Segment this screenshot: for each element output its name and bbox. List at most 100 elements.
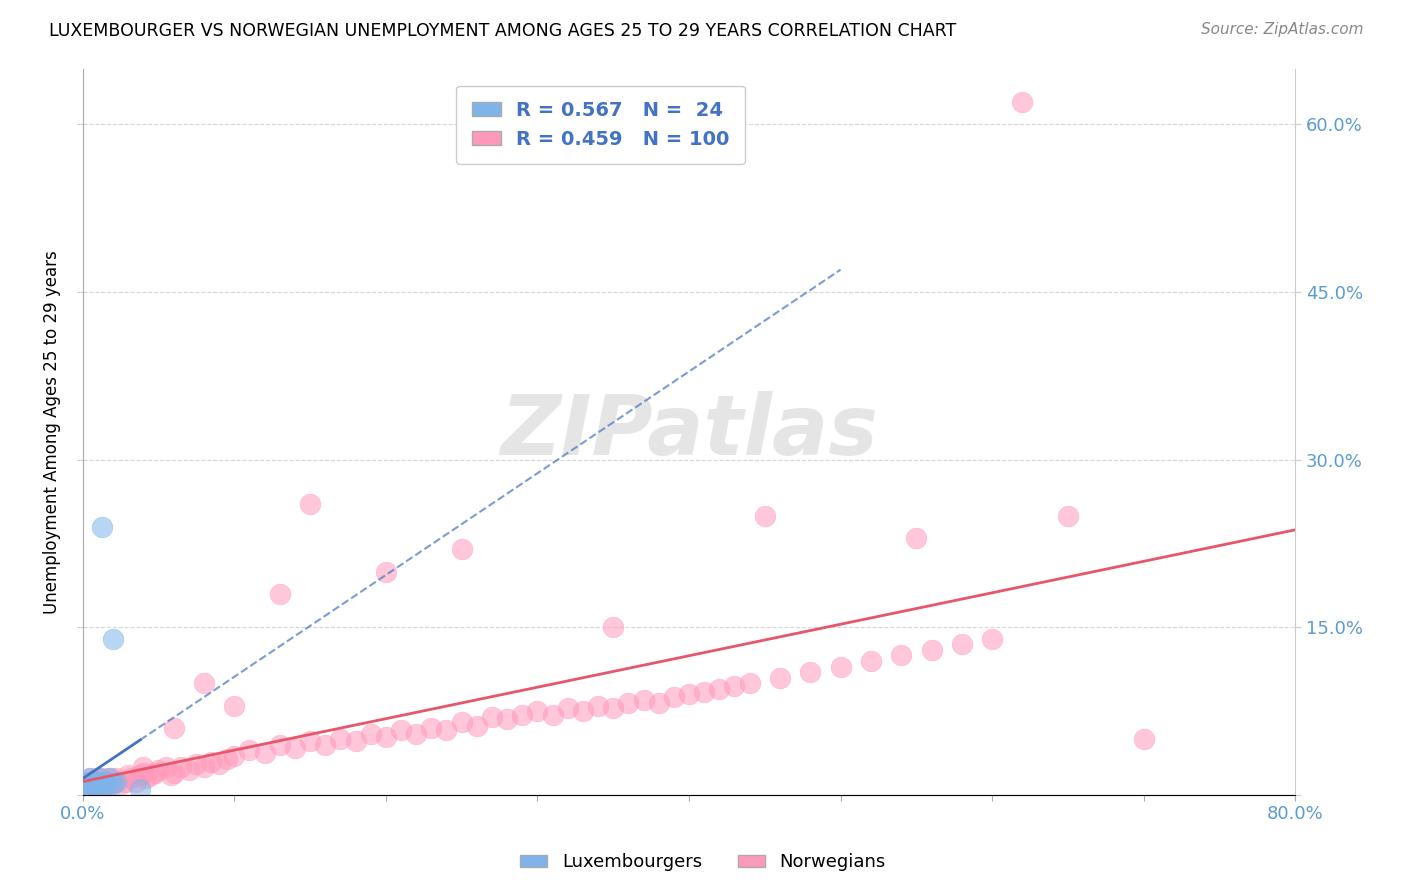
Point xyxy=(208,756,231,771)
Point xyxy=(329,732,352,747)
Point xyxy=(723,679,745,693)
Point xyxy=(186,756,208,771)
Point xyxy=(120,772,142,786)
Point xyxy=(129,782,152,797)
Point xyxy=(162,765,184,780)
Point xyxy=(450,542,472,557)
Point xyxy=(125,774,148,789)
Point xyxy=(84,779,107,793)
Point xyxy=(93,779,115,793)
Point xyxy=(155,760,177,774)
Point xyxy=(450,715,472,730)
Point xyxy=(420,721,443,735)
Point xyxy=(132,760,155,774)
Point xyxy=(73,782,96,797)
Text: Source: ZipAtlas.com: Source: ZipAtlas.com xyxy=(1201,22,1364,37)
Point xyxy=(100,777,122,791)
Point xyxy=(754,508,776,523)
Point xyxy=(510,707,533,722)
Point xyxy=(91,779,114,793)
Point xyxy=(129,768,152,782)
Point xyxy=(98,772,121,786)
Point xyxy=(87,774,110,789)
Point xyxy=(80,777,103,791)
Point xyxy=(87,772,110,786)
Point xyxy=(96,774,118,789)
Point xyxy=(238,743,260,757)
Point xyxy=(132,765,155,780)
Point xyxy=(110,777,132,791)
Point xyxy=(87,779,110,793)
Point xyxy=(76,774,98,789)
Point xyxy=(215,752,238,766)
Point xyxy=(709,681,731,696)
Point xyxy=(224,748,246,763)
Text: LUXEMBOURGER VS NORWEGIAN UNEMPLOYMENT AMONG AGES 25 TO 29 YEARS CORRELATION CHA: LUXEMBOURGER VS NORWEGIAN UNEMPLOYMENT A… xyxy=(49,22,956,40)
Point xyxy=(526,704,548,718)
Point xyxy=(436,723,458,738)
Point xyxy=(1057,508,1080,523)
Point xyxy=(148,764,170,778)
Text: ZIPatlas: ZIPatlas xyxy=(501,392,877,472)
Point xyxy=(135,772,157,786)
Point xyxy=(633,693,655,707)
Point xyxy=(101,632,124,646)
Y-axis label: Unemployment Among Ages 25 to 29 years: Unemployment Among Ages 25 to 29 years xyxy=(44,250,60,614)
Point xyxy=(76,779,98,793)
Point xyxy=(93,772,115,786)
Legend: Luxembourgers, Norwegians: Luxembourgers, Norwegians xyxy=(513,847,893,879)
Point xyxy=(159,768,181,782)
Point xyxy=(170,760,193,774)
Point xyxy=(253,746,276,760)
Point xyxy=(90,777,112,791)
Point xyxy=(101,777,124,791)
Point xyxy=(79,777,101,791)
Point xyxy=(101,774,124,789)
Point xyxy=(1011,95,1033,109)
Point xyxy=(79,779,101,793)
Point xyxy=(96,777,118,791)
Point xyxy=(602,701,624,715)
Point xyxy=(905,531,928,545)
Point xyxy=(139,768,162,782)
Point xyxy=(465,719,488,733)
Point xyxy=(374,730,396,744)
Point xyxy=(799,665,821,679)
Point xyxy=(90,777,112,791)
Point xyxy=(572,704,595,718)
Point xyxy=(269,738,291,752)
Point xyxy=(114,774,136,789)
Point xyxy=(77,779,100,793)
Point xyxy=(859,654,882,668)
Point xyxy=(105,772,128,786)
Point xyxy=(82,774,104,789)
Point xyxy=(586,698,609,713)
Point xyxy=(89,774,111,789)
Point xyxy=(693,685,716,699)
Point xyxy=(314,738,336,752)
Point xyxy=(77,774,100,789)
Point xyxy=(299,498,322,512)
Point xyxy=(557,701,579,715)
Point xyxy=(678,688,700,702)
Point xyxy=(80,777,103,791)
Point xyxy=(105,774,128,789)
Point xyxy=(662,690,685,704)
Point xyxy=(921,642,943,657)
Point xyxy=(602,620,624,634)
Point xyxy=(82,774,104,789)
Legend: R = 0.567   N =  24, R = 0.459   N = 100: R = 0.567 N = 24, R = 0.459 N = 100 xyxy=(456,86,745,164)
Point xyxy=(87,777,110,791)
Point xyxy=(97,779,120,793)
Point xyxy=(193,760,215,774)
Point xyxy=(145,765,167,780)
Point xyxy=(82,779,104,793)
Point xyxy=(299,734,322,748)
Point xyxy=(89,772,111,786)
Point xyxy=(94,777,117,791)
Point xyxy=(890,648,912,663)
Point xyxy=(360,726,382,740)
Point xyxy=(617,697,640,711)
Point xyxy=(374,565,396,579)
Point xyxy=(193,676,215,690)
